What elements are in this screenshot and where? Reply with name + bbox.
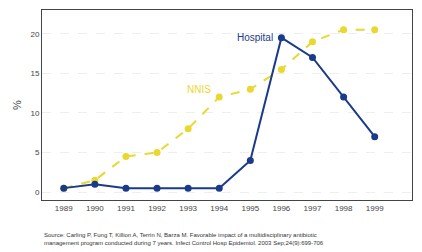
svg-text:1997: 1997	[304, 204, 322, 213]
svg-text:20: 20	[30, 30, 39, 39]
svg-text:1994: 1994	[210, 204, 228, 213]
svg-text:Hospital: Hospital	[237, 32, 273, 43]
svg-text:NNIS: NNIS	[187, 84, 211, 95]
svg-text:0: 0	[35, 188, 40, 197]
svg-text:1993: 1993	[179, 204, 197, 213]
svg-text:5: 5	[35, 148, 40, 157]
svg-text:1992: 1992	[148, 204, 166, 213]
svg-text:1991: 1991	[117, 204, 135, 213]
svg-text:1998: 1998	[335, 204, 353, 213]
svg-text:1999: 1999	[366, 204, 384, 213]
svg-text:1995: 1995	[241, 204, 259, 213]
svg-text:1989: 1989	[55, 204, 73, 213]
svg-text:1990: 1990	[86, 204, 104, 213]
svg-text:15: 15	[30, 69, 39, 78]
svg-text:1996: 1996	[273, 204, 291, 213]
svg-text:Source: Carling P, Fung T, Kil: Source: Carling P, Fung T, Killion A, Te…	[44, 232, 324, 246]
svg-text:%: %	[11, 100, 23, 110]
svg-text:10: 10	[30, 109, 39, 118]
